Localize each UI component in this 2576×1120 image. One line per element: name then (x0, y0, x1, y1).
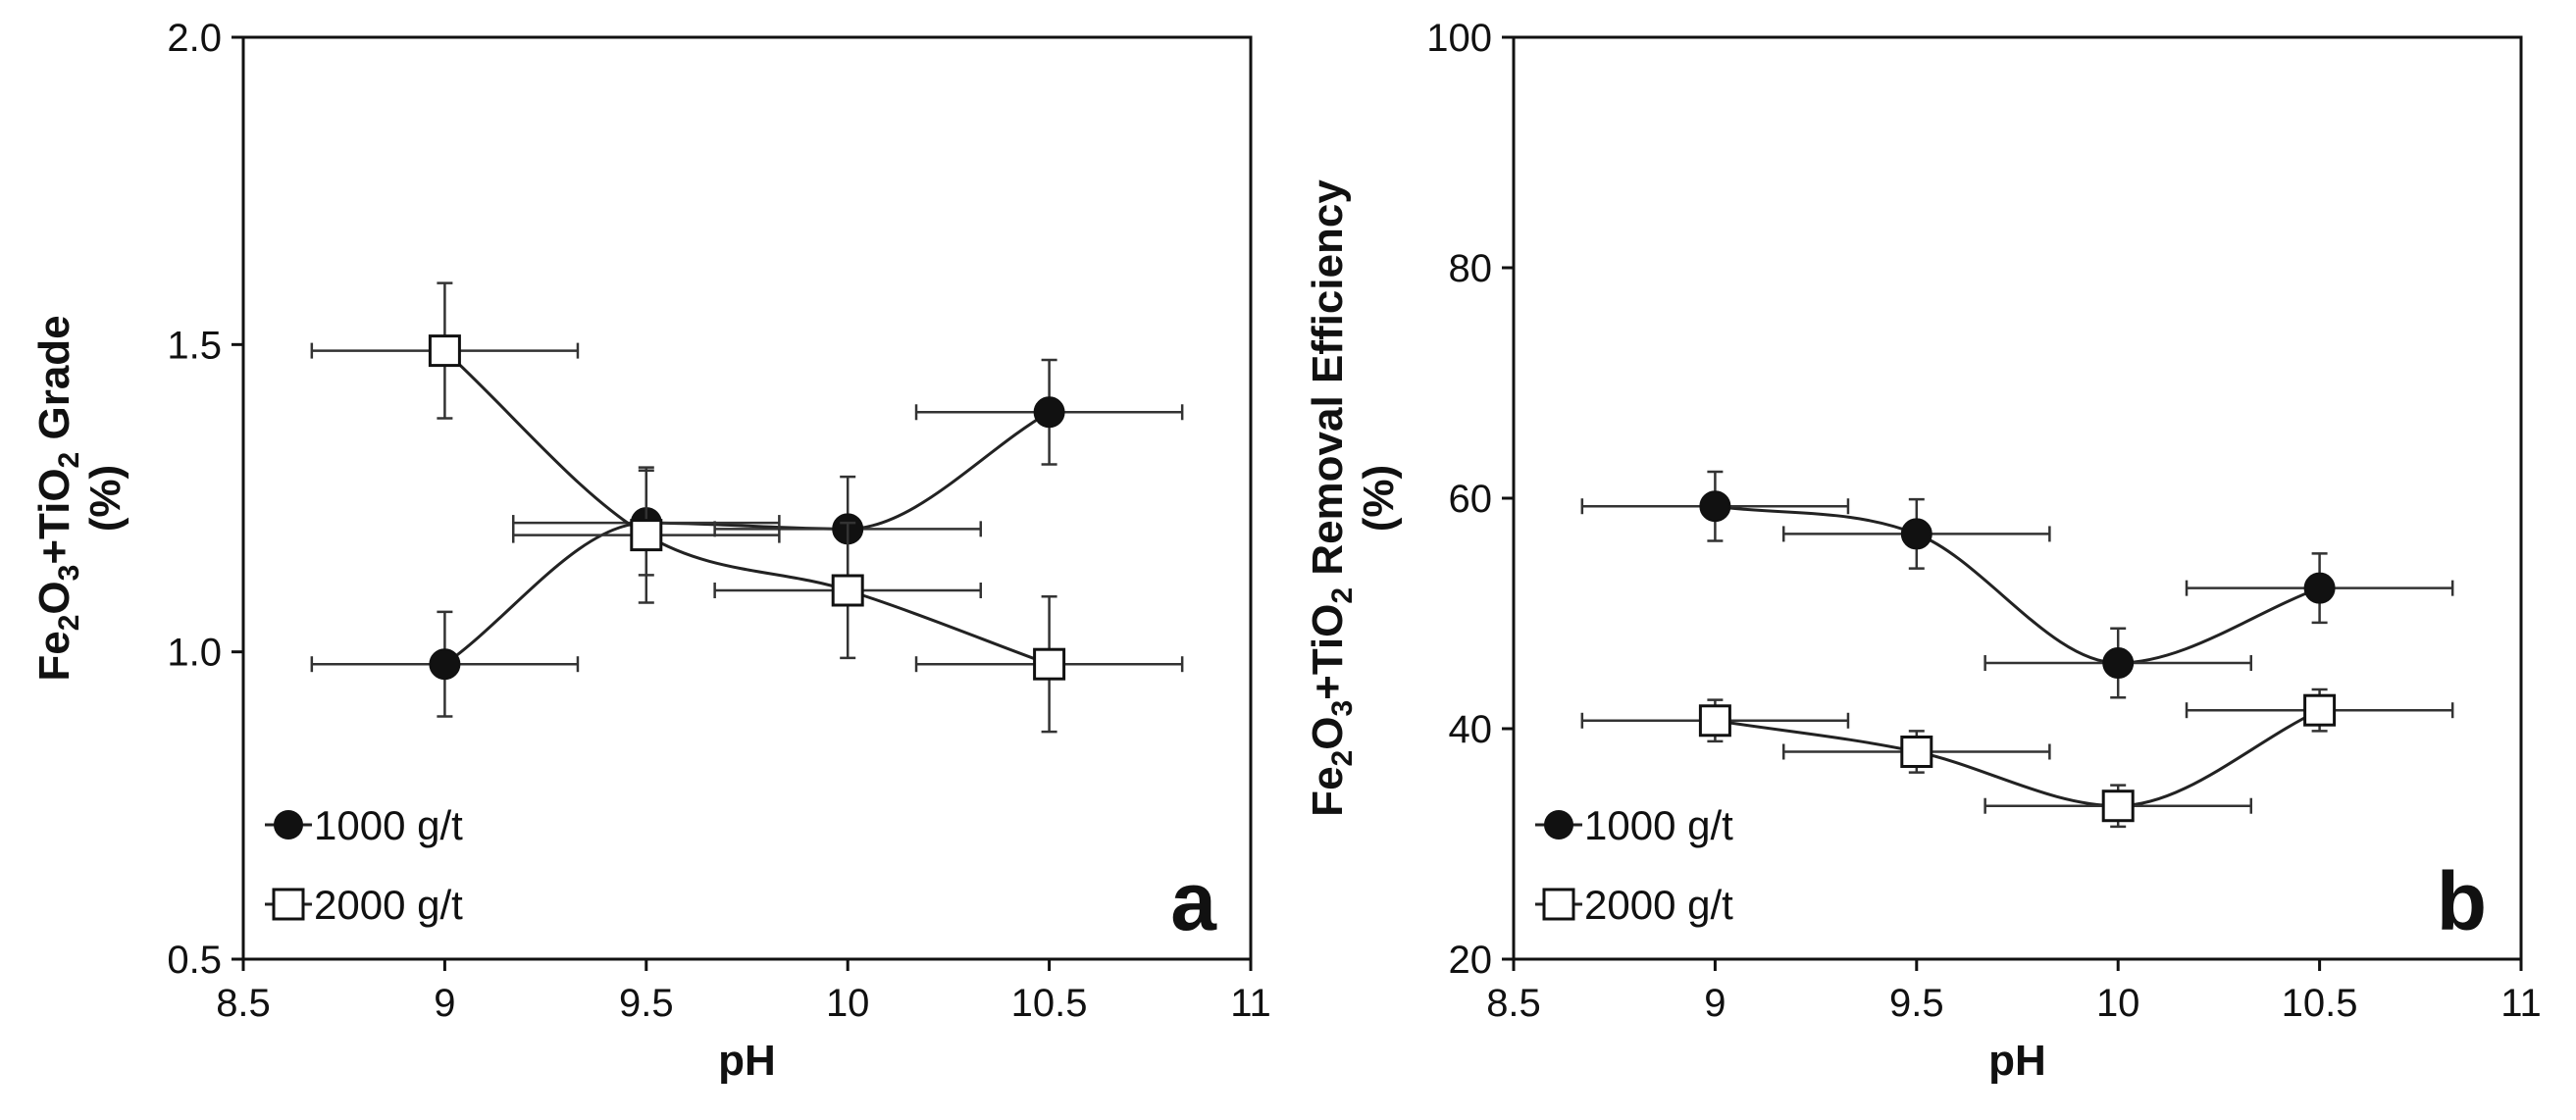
y-axis-title-part: Grade (30, 315, 78, 451)
data-point-marker (1699, 490, 1731, 523)
x-tick-label: 9.5 (619, 982, 674, 1025)
data-point-marker (2101, 789, 2135, 823)
series-line (1715, 708, 2321, 808)
legend-label: 1000 g/t (1584, 802, 1733, 848)
y-tick-label: 80 (1449, 247, 1493, 290)
x-tick-label: 11 (2500, 982, 2542, 1025)
y-axis-title-part: Fe (1304, 766, 1352, 816)
series-line (1715, 504, 2321, 665)
data-point-marker (831, 574, 864, 607)
chart-panel-a: 8.5 9 9.5 10 10.5 11 0.5 1.0 1.5 2.0 pH Fe2O3+TiO2 … (30, 17, 1271, 1085)
y-tick-label: 1.0 (167, 632, 222, 675)
y-tick-label: 20 (1449, 939, 1493, 982)
y-axis-title-subscript: 2 (1326, 587, 1359, 604)
data-point-marker (429, 648, 461, 681)
x-tick-label: 8.5 (216, 982, 271, 1025)
y-axis-title-part: Fe (30, 631, 78, 681)
x-tick-label: 10 (826, 982, 870, 1025)
y-tick-label: 2.0 (167, 17, 222, 60)
y-axis-title-part: O (30, 581, 78, 614)
panel-label: a (1170, 855, 1217, 947)
panel-label: b (2437, 855, 2487, 947)
y-axis-unit: (%) (81, 465, 129, 532)
x-tick-label: 9 (434, 982, 455, 1025)
series-open-square (310, 281, 1184, 734)
x-tick-label: 10 (2096, 982, 2140, 1025)
y-axis-title-subscript: 2 (53, 452, 85, 469)
x-tick-label: 10.5 (2282, 982, 2358, 1025)
y-axis-title-part: O (1304, 717, 1352, 750)
y-axis-title-part: +TiO (30, 468, 78, 564)
x-tick-label: 11 (1230, 982, 1271, 1025)
legend: 1000 g/t 2000 g/t (265, 802, 463, 928)
data-point-marker (428, 334, 461, 368)
y-axis-title: Fe2O3+TiO2 Removal Efficiency (1304, 179, 1359, 817)
x-axis-title: pH (718, 1037, 776, 1085)
data-point-marker (630, 519, 663, 552)
x-tick-label: 9 (1704, 982, 1726, 1025)
x-tick-label: 8.5 (1486, 982, 1541, 1025)
y-tick-label: 1.5 (167, 324, 222, 367)
legend-marker (1542, 888, 1575, 921)
plot-area-frame (241, 35, 1253, 961)
data-point-marker (1033, 396, 1065, 429)
legend: 1000 g/t 2000 g/t (1535, 802, 1733, 928)
series-filled-circle (1580, 470, 2454, 699)
legend-marker (274, 810, 303, 840)
data-point-marker (1900, 518, 1932, 550)
legend-label: 2000 g/t (314, 882, 463, 928)
data-point-marker (1900, 736, 1933, 768)
y-tick-label: 60 (1449, 478, 1493, 521)
y-tick-label: 0.5 (167, 939, 222, 982)
y-axis-title-subscript: 3 (53, 565, 85, 582)
data-point-marker (2102, 647, 2135, 680)
x-tick-label: 10.5 (1011, 982, 1088, 1025)
series-line (443, 410, 1051, 666)
legend-marker (272, 888, 305, 921)
x-axis-title: pH (1988, 1037, 2046, 1085)
y-axis-title-part: +TiO (1304, 604, 1352, 700)
legend-label: 1000 g/t (314, 802, 463, 848)
y-tick-label: 40 (1449, 708, 1493, 751)
y-axis-title: Fe2O3+TiO2 Grade (30, 315, 85, 681)
y-tick-label: 100 (1426, 17, 1492, 60)
data-point-marker (1698, 704, 1731, 738)
series-line (443, 349, 1051, 666)
x-tick-label: 9.5 (1889, 982, 1944, 1025)
y-axis-title-subscript: 2 (53, 615, 85, 632)
data-point-marker (2303, 693, 2337, 727)
y-axis-title-part: Removal Efficiency (1304, 179, 1352, 587)
legend-label: 2000 g/t (1584, 882, 1733, 928)
data-point-marker (1033, 647, 1066, 681)
legend-marker (1544, 810, 1573, 840)
y-axis-title-subscript: 3 (1326, 700, 1359, 717)
y-axis-unit: (%) (1355, 465, 1403, 532)
y-axis-title-subscript: 2 (1326, 750, 1359, 767)
series-open-square (1580, 687, 2454, 829)
data-point-marker (2303, 572, 2336, 604)
